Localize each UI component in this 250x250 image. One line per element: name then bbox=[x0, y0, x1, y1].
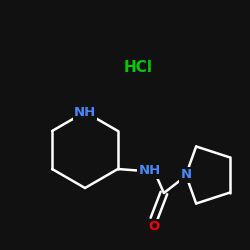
Text: NH: NH bbox=[74, 106, 96, 118]
Text: N: N bbox=[180, 168, 192, 181]
Text: NH: NH bbox=[139, 164, 161, 177]
Text: HCl: HCl bbox=[124, 60, 152, 76]
Text: O: O bbox=[148, 220, 160, 234]
